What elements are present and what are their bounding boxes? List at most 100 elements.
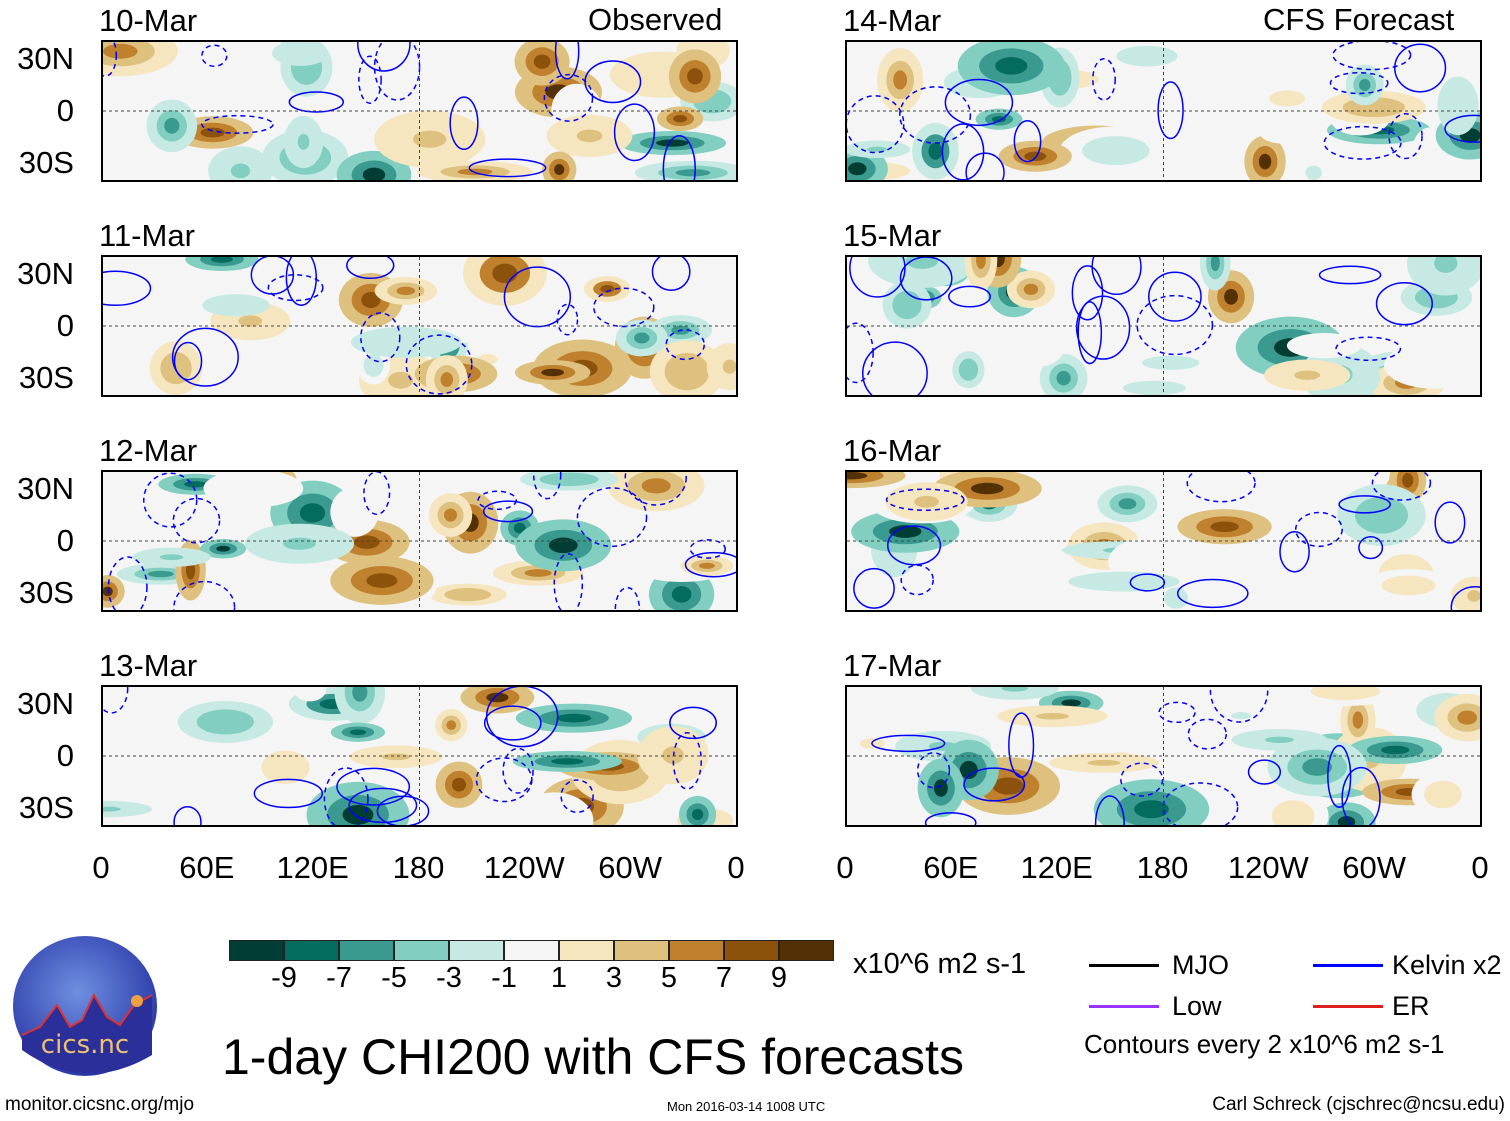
footer-url[interactable]: monitor.cicsnc.org/mjo bbox=[5, 1094, 195, 1115]
anomaly-blob bbox=[1087, 759, 1121, 766]
colorbar-units: x10^6 m2 s-1 bbox=[853, 948, 1027, 980]
kelvin-contour bbox=[503, 266, 572, 328]
kelvin-contour bbox=[543, 73, 594, 122]
anomaly-blob bbox=[550, 758, 584, 765]
kelvin-contour bbox=[1186, 472, 1256, 503]
kelvin-contour bbox=[665, 329, 705, 361]
kelvin-contour bbox=[346, 257, 395, 280]
panel-date: 14-Mar bbox=[843, 3, 942, 38]
anomaly-blob bbox=[1368, 505, 1395, 525]
anomaly-blob bbox=[352, 687, 368, 702]
kelvin-contour bbox=[1092, 57, 1116, 101]
anomaly-blob bbox=[1451, 97, 1465, 115]
kelvin-contour bbox=[173, 580, 236, 610]
lat-tick-label: 30N bbox=[17, 471, 74, 506]
lon-tick-label: 60W bbox=[1342, 850, 1407, 885]
anomaly-blob bbox=[347, 504, 362, 520]
anomaly-blob bbox=[225, 301, 247, 309]
kelvin-contour bbox=[1120, 762, 1164, 797]
kelvin-contour bbox=[532, 472, 562, 500]
kelvin-contour bbox=[1176, 578, 1249, 609]
kelvin-contour bbox=[1338, 495, 1391, 514]
anomaly-blob bbox=[1381, 745, 1410, 755]
anomaly-blob bbox=[1035, 713, 1069, 720]
kelvin-contour bbox=[963, 767, 1026, 802]
kelvin-contour bbox=[285, 257, 318, 306]
anomaly-blob bbox=[1098, 143, 1133, 158]
lon-tick-label: 120W bbox=[483, 850, 565, 885]
colorbar-swatch bbox=[284, 940, 339, 961]
kelvin-contour bbox=[267, 274, 324, 302]
lat-tick-label: 30S bbox=[18, 790, 74, 825]
kelvin-contour bbox=[886, 525, 942, 566]
anomaly-field bbox=[847, 472, 1480, 610]
kelvin-contour bbox=[560, 779, 594, 814]
kelvin-contour bbox=[1075, 295, 1131, 360]
kelvin-contour bbox=[1450, 585, 1480, 610]
kelvin-contour bbox=[965, 152, 1005, 180]
kelvin-contour bbox=[1388, 113, 1423, 160]
anomaly-blob bbox=[216, 545, 231, 552]
kelvin-contour bbox=[363, 472, 391, 516]
anomaly-blob bbox=[992, 777, 1024, 795]
anomaly-blob bbox=[524, 569, 552, 577]
anomaly-blob bbox=[388, 371, 414, 389]
kelvin-contour bbox=[482, 500, 534, 523]
anomaly-blob bbox=[161, 257, 191, 262]
panel-date: 11-Mar bbox=[99, 218, 195, 253]
anomaly-blob bbox=[1107, 578, 1141, 585]
anomaly-blob bbox=[548, 537, 578, 554]
anomaly-field bbox=[103, 42, 736, 180]
anomaly-blob bbox=[366, 573, 398, 588]
kelvin-contour bbox=[1341, 766, 1381, 825]
anomaly-blob bbox=[675, 169, 711, 177]
anomaly-blob bbox=[1302, 758, 1333, 776]
anomaly-blob bbox=[1001, 687, 1028, 692]
anomaly-blob bbox=[349, 729, 367, 736]
colorbar-label: -1 bbox=[491, 962, 517, 994]
kelvin-contour bbox=[576, 487, 648, 548]
colorbar-label: 7 bbox=[715, 962, 733, 994]
anomaly-blob bbox=[238, 315, 263, 327]
anomaly-blob bbox=[542, 812, 566, 825]
kelvin-contour bbox=[554, 42, 580, 80]
anomaly-blob bbox=[1023, 283, 1039, 296]
anomaly-blob bbox=[1467, 590, 1480, 602]
legend-line-er bbox=[1313, 1005, 1383, 1008]
anomaly-blob bbox=[963, 364, 974, 376]
anomaly-blob bbox=[382, 753, 411, 761]
kelvin-contour bbox=[1158, 701, 1196, 724]
map-panel bbox=[101, 255, 738, 397]
kelvin-contour bbox=[171, 327, 239, 387]
lat-tick-label: 30S bbox=[18, 575, 74, 610]
anomaly-blob bbox=[278, 762, 293, 773]
colorbar-label: -5 bbox=[381, 962, 407, 994]
kelvin-contour bbox=[173, 341, 203, 381]
lat-tick-label: 30N bbox=[17, 41, 74, 76]
map-panel bbox=[845, 685, 1482, 827]
lon-tick-label: 120W bbox=[1227, 850, 1309, 885]
anomaly-blob bbox=[1457, 710, 1478, 725]
kelvin-contour bbox=[689, 539, 727, 559]
kelvin-contour bbox=[1247, 759, 1282, 785]
column-label-forecast: CFS Forecast bbox=[1263, 2, 1455, 37]
kelvin-contour bbox=[916, 752, 951, 789]
anomaly-blob bbox=[847, 472, 868, 480]
kelvin-contour bbox=[103, 42, 118, 77]
anomaly-blob bbox=[422, 77, 447, 84]
kelvin-contour bbox=[1294, 511, 1343, 548]
lon-tick-label: 120E bbox=[276, 850, 349, 885]
kelvin-contour bbox=[107, 556, 148, 610]
kelvin-contour bbox=[1318, 265, 1382, 285]
kelvin-contour bbox=[1434, 501, 1466, 544]
anomaly-blob bbox=[554, 164, 565, 176]
anomaly-field bbox=[847, 257, 1480, 395]
kelvin-contour bbox=[899, 257, 953, 301]
kelvin-contour bbox=[1157, 81, 1184, 140]
anomaly-field bbox=[103, 257, 736, 395]
kelvin-contour bbox=[553, 552, 584, 610]
anomaly-blob bbox=[1131, 50, 1163, 62]
anomaly-field bbox=[103, 472, 736, 610]
anomaly-blob bbox=[687, 68, 703, 85]
column-label-observed: Observed bbox=[588, 2, 723, 37]
